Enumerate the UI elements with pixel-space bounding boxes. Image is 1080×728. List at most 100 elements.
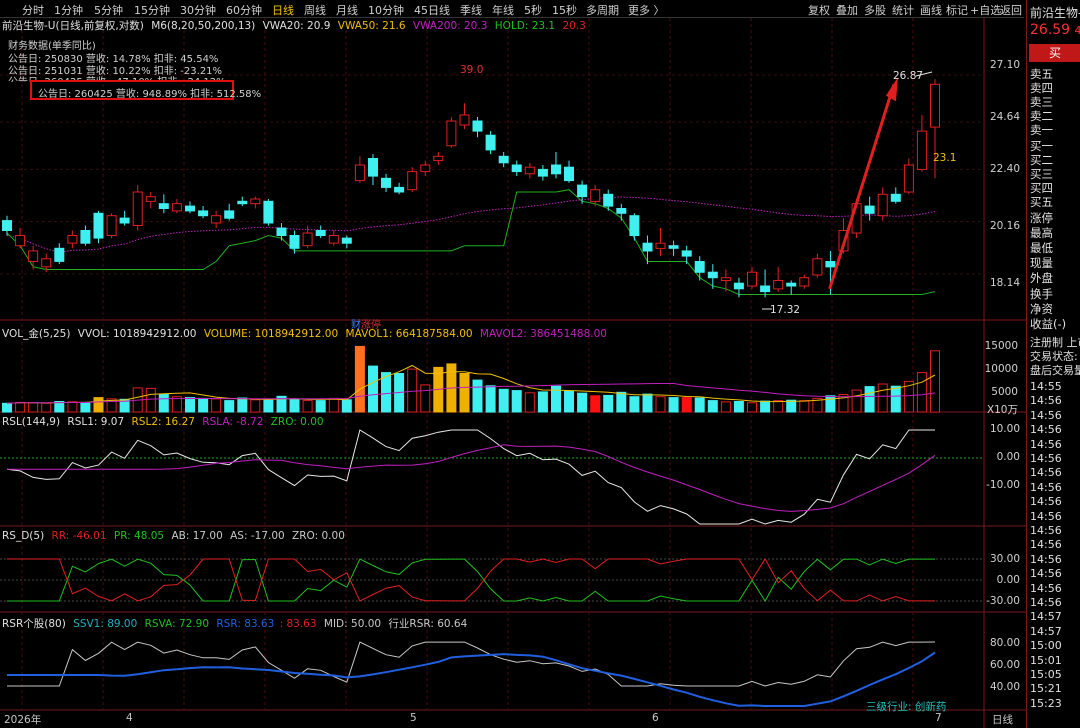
sell-level: 卖五 bbox=[1030, 67, 1053, 81]
trade-time: 14:56 bbox=[1030, 538, 1062, 552]
financials-highlight: 公告日: 260425 营收: 948.89% 扣非: 512.58% bbox=[38, 89, 262, 100]
candle-body bbox=[720, 277, 731, 282]
candle-body bbox=[485, 134, 496, 151]
date-label: 7 bbox=[935, 712, 942, 724]
timeframe-tab[interactable]: 多周期 bbox=[586, 4, 619, 17]
timeframe-tab[interactable]: 10分钟 bbox=[368, 4, 404, 17]
volume-bar bbox=[825, 395, 836, 413]
stat-label: 净资 bbox=[1030, 302, 1053, 316]
candle-body bbox=[511, 164, 522, 173]
volume-bar bbox=[250, 399, 261, 413]
candle-body bbox=[890, 193, 901, 202]
event-marker: 财涨停 bbox=[351, 320, 381, 331]
trade-time: 14:56 bbox=[1030, 408, 1062, 422]
vwa200-line bbox=[6, 196, 936, 253]
volume-bar bbox=[903, 380, 914, 413]
trade-time: 14:56 bbox=[1030, 423, 1062, 437]
candle-body bbox=[825, 261, 836, 268]
candle-body bbox=[237, 200, 248, 205]
tool-button[interactable]: 复权 bbox=[808, 4, 830, 17]
trade-time: 14:56 bbox=[1030, 480, 1062, 494]
volume-bar bbox=[145, 387, 156, 413]
timeframe-tab[interactable]: 5分钟 bbox=[94, 4, 123, 17]
date-label: 4 bbox=[126, 712, 133, 724]
m6-label: M6(8,20,50,200,13) bbox=[151, 20, 256, 32]
trade-time: 15:01 bbox=[1030, 653, 1062, 667]
candle-body bbox=[28, 250, 39, 262]
volume-ma-line bbox=[6, 364, 936, 404]
trade-time: 14:56 bbox=[1030, 394, 1062, 408]
hold-value-label: 23.1 bbox=[933, 152, 957, 164]
candle-body bbox=[67, 235, 78, 244]
rsl-tick: 0.00 bbox=[996, 451, 1020, 463]
timeframe-tab[interactable]: 月线 bbox=[336, 4, 358, 17]
tool-button[interactable]: 返回 bbox=[1000, 4, 1022, 17]
volume-bar bbox=[577, 392, 588, 413]
timeframe-tab[interactable]: 30分钟 bbox=[180, 4, 216, 17]
trade-time: 14:57 bbox=[1030, 624, 1062, 638]
vwa20-label: VWA20: 20.9 bbox=[262, 20, 331, 32]
trade-time: 14:56 bbox=[1030, 509, 1062, 523]
rsr-tick: 80.00 bbox=[989, 637, 1020, 649]
volume-bar bbox=[877, 383, 888, 413]
volume-bar bbox=[67, 401, 78, 413]
trade-time: 15:21 bbox=[1030, 682, 1062, 696]
trend-arrow-head bbox=[885, 77, 898, 102]
tool-button[interactable]: 画线 bbox=[920, 4, 942, 17]
volume-bar bbox=[354, 345, 365, 413]
timeframe-tab[interactable]: 周线 bbox=[304, 4, 326, 17]
timeframe-tab[interactable]: 15秒 bbox=[552, 4, 577, 17]
vol-tick: 10000 bbox=[984, 363, 1018, 375]
candle-body bbox=[381, 177, 391, 188]
buy-button[interactable]: 买 bbox=[1029, 44, 1080, 62]
chart-canvas[interactable] bbox=[0, 0, 1026, 728]
candle-body bbox=[145, 196, 156, 202]
trade-time: 14:56 bbox=[1030, 581, 1062, 595]
volume-bar bbox=[211, 398, 222, 413]
volume-bar bbox=[381, 372, 391, 413]
timeframe-tab[interactable]: 15分钟 bbox=[134, 4, 170, 17]
tool-button[interactable]: 标记 bbox=[946, 4, 968, 17]
tool-button[interactable]: 多股 bbox=[864, 4, 886, 17]
financials-row: 公告日: 260425 营收: -47.10% 扣非: -24.12% bbox=[8, 73, 226, 82]
tool-button[interactable]: 统计 bbox=[892, 4, 914, 17]
timeframe-tab[interactable]: 年线 bbox=[492, 4, 514, 17]
candle-body bbox=[185, 205, 195, 212]
timeframe-tab[interactable]: 分时 bbox=[22, 4, 44, 17]
candle-body bbox=[211, 215, 222, 224]
volume-bar bbox=[511, 390, 522, 413]
financials-row: 公告日: 250830 营收: 14.78% 扣非: 45.54% bbox=[8, 54, 219, 65]
candle-body bbox=[812, 258, 823, 276]
timeframe-toolbar: 分时 1分钟 5分钟 15分钟 30分钟 60分钟 日线 周线 月线 10分钟 45日线 季线 年线 5秒… bbox=[0, 0, 1024, 18]
candle-body bbox=[773, 280, 784, 290]
hold-val2: 20.3 bbox=[562, 20, 586, 32]
candle-body bbox=[707, 271, 718, 279]
trade-time: 14:56 bbox=[1030, 437, 1062, 451]
info-label: 交易状态: i bbox=[1030, 350, 1080, 363]
timeframe-tab[interactable]: 60分钟 bbox=[226, 4, 262, 17]
trade-time: 14:57 bbox=[1030, 610, 1062, 624]
tool-button[interactable]: +自选 bbox=[970, 4, 1002, 17]
volume-bar bbox=[864, 386, 875, 413]
date-label: 2026年 bbox=[4, 714, 42, 726]
rsd-tick: 30.00 bbox=[989, 553, 1020, 565]
candle-body bbox=[93, 212, 104, 239]
candle-body bbox=[877, 193, 888, 217]
timeframe-tab[interactable]: 5秒 bbox=[524, 4, 542, 17]
timeframe-tab[interactable]: 45日线 bbox=[414, 4, 450, 17]
timeframe-tab[interactable]: 季线 bbox=[460, 4, 482, 17]
quote-panel: 前沿生物- 26.59 4. 买 卖五卖四卖三卖二卖一买一买二买三买四买五涨停最… bbox=[1026, 0, 1080, 728]
timeframe-tab[interactable]: 1分钟 bbox=[54, 4, 83, 17]
candle-body bbox=[524, 166, 535, 175]
candle-body bbox=[106, 215, 117, 236]
tool-button[interactable]: 叠加 bbox=[836, 4, 858, 17]
rsr-line bbox=[7, 641, 936, 687]
price-tick: 20.16 bbox=[989, 220, 1020, 232]
sell-level: 卖二 bbox=[1030, 109, 1053, 123]
timeframe-tab[interactable]: 更多 〉 bbox=[628, 4, 665, 17]
volume-bar bbox=[198, 397, 209, 413]
volume-bar bbox=[263, 399, 274, 413]
volume-bar bbox=[302, 400, 313, 413]
timeframe-tab[interactable]: 日线 bbox=[272, 4, 294, 17]
volume-bar bbox=[185, 397, 195, 413]
